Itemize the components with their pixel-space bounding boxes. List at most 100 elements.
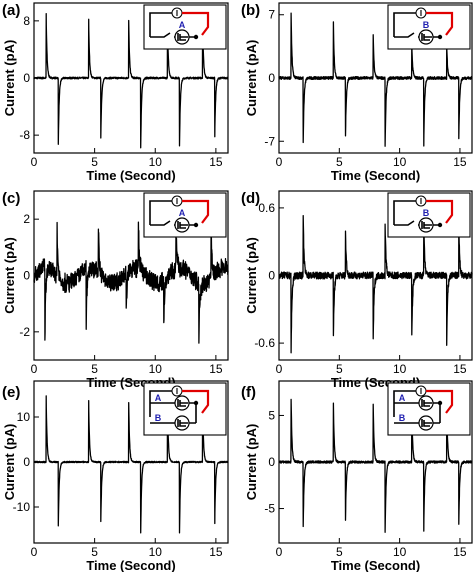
y-axis-label: Current (pA): [2, 40, 17, 117]
x-tick-label: 15: [209, 155, 223, 169]
transistor-label: A: [179, 208, 186, 218]
y-axis-label: Current (pA): [2, 237, 17, 314]
y-tick-label: -7: [264, 134, 275, 148]
x-tick-label: 15: [209, 362, 223, 376]
y-tick-label: 8: [23, 14, 30, 28]
transistor-symbol: [177, 399, 188, 407]
x-axis-label: Time (Second): [86, 558, 175, 572]
y-tick-label: 0: [23, 455, 30, 469]
x-tick-label: 0: [31, 155, 38, 169]
y-tick-label: 0: [268, 455, 275, 469]
y-axis-label: Current (pA): [244, 424, 259, 501]
wire-red: [426, 389, 454, 414]
y-axis-label: Current (pA): [244, 237, 259, 314]
x-tick-label: 5: [336, 362, 343, 376]
circuit-inset: IB: [387, 4, 471, 50]
transistor-symbol: [421, 33, 432, 41]
transistor-label: B: [399, 413, 406, 423]
x-tick-label: 5: [336, 155, 343, 169]
panel-label-a: (a): [2, 2, 20, 19]
x-tick-label: 10: [149, 362, 163, 376]
current-trace: [278, 12, 473, 147]
x-tick-label: 15: [453, 545, 467, 559]
current-trace: [278, 214, 473, 354]
y-tick-label: 0: [23, 269, 30, 283]
x-axis-label: Time (Second): [331, 558, 420, 572]
transistor-label: B: [155, 413, 162, 423]
x-tick-label: 0: [31, 362, 38, 376]
y-tick-label: 0: [23, 71, 30, 85]
y-tick-label: 2: [23, 212, 30, 226]
y-tick-label: -8: [19, 128, 30, 142]
current-trace: [33, 395, 229, 534]
circuit-inset: IA: [143, 4, 227, 50]
panel-label-f: (f): [241, 384, 256, 401]
y-tick-label: 0.6: [258, 201, 275, 215]
ammeter-label: I: [176, 9, 178, 18]
y-tick-label: 10: [17, 410, 31, 424]
wire-red: [426, 11, 454, 36]
circuit-inset: I AB: [387, 382, 471, 436]
transistor-symbol: [421, 399, 432, 407]
contact-dot: [193, 222, 199, 228]
transistor-label: A: [155, 393, 162, 403]
x-tick-label: 15: [453, 155, 467, 169]
x-axis-label: Time (Second): [331, 168, 420, 183]
x-tick-label: 15: [209, 545, 223, 559]
current-trace: [278, 398, 473, 533]
y-axis-label: Current (pA): [244, 40, 259, 117]
y-tick-label: -0.6: [254, 336, 275, 350]
transistor-label: A: [399, 393, 406, 403]
transistor-symbol: [421, 419, 432, 427]
panel-label-c: (c): [2, 190, 20, 207]
wire-left: [393, 390, 416, 417]
contact-dot: [193, 34, 199, 40]
wire-left: [149, 200, 172, 225]
y-tick-label: 0: [268, 269, 275, 283]
y-tick-label: 5: [268, 408, 275, 422]
ammeter-label: I: [420, 9, 422, 18]
transistor-label: B: [423, 20, 430, 30]
y-tick-label: -2: [19, 325, 30, 339]
contact-dot: [437, 222, 443, 228]
circuit-inset: I AB: [143, 382, 227, 436]
transistor-symbol: [177, 221, 188, 229]
ammeter-label: I: [176, 197, 178, 206]
wire-red: [182, 11, 210, 36]
wire-left: [393, 12, 416, 37]
transistor-symbol: [177, 33, 188, 41]
transistor-symbol: [421, 221, 432, 229]
x-tick-label: 5: [336, 545, 343, 559]
panel-label-e: (e): [2, 384, 20, 401]
wire-red: [426, 199, 454, 224]
x-tick-label: 5: [91, 545, 98, 559]
x-tick-label: 0: [31, 545, 38, 559]
transistor-symbol: [177, 419, 188, 427]
x-tick-label: 10: [393, 362, 407, 376]
ammeter-label: I: [176, 387, 178, 396]
wire-left: [393, 200, 416, 225]
transistor-label: A: [179, 20, 186, 30]
ammeter-label: I: [420, 387, 422, 396]
current-trace: [33, 12, 229, 149]
panel-label-b: (b): [241, 2, 260, 19]
transistor-label: B: [423, 208, 430, 218]
circuit-inset: IA: [143, 192, 227, 238]
x-tick-label: 5: [91, 155, 98, 169]
wire-left: [149, 390, 172, 417]
circuit-inset: IB: [387, 192, 471, 238]
y-tick-label: -5: [264, 502, 275, 516]
x-tick-label: 10: [393, 545, 407, 559]
x-tick-label: 0: [276, 545, 283, 559]
wire-red: [182, 199, 210, 224]
y-tick-label: 0: [268, 71, 275, 85]
x-tick-label: 10: [393, 155, 407, 169]
x-tick-label: 10: [149, 545, 163, 559]
wire-red: [182, 389, 210, 414]
